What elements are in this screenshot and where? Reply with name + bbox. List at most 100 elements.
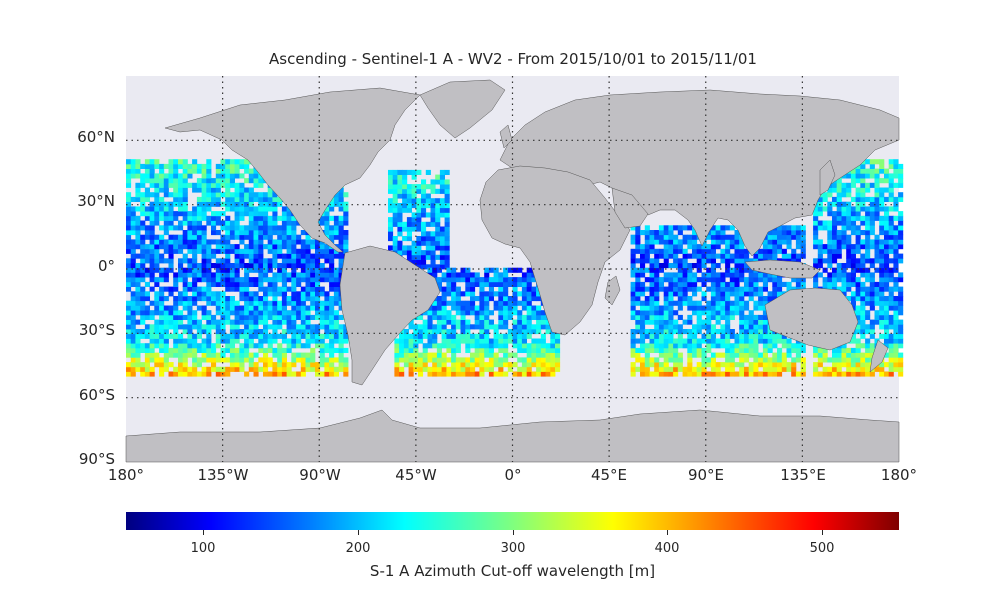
- data-cell: [163, 324, 169, 330]
- data-cell: [130, 272, 136, 278]
- data-cell: [173, 163, 179, 169]
- data-cell: [196, 163, 202, 169]
- data-cell: [869, 300, 875, 306]
- data-cell: [536, 362, 542, 368]
- data-cell: [163, 296, 169, 302]
- data-cell: [277, 248, 283, 254]
- data-cell: [832, 244, 838, 250]
- data-cell: [860, 168, 866, 174]
- data-cell: [865, 225, 871, 231]
- data-cell: [658, 347, 664, 353]
- data-cell: [258, 329, 264, 335]
- data-cell: [333, 277, 339, 283]
- data-cell: [874, 178, 880, 184]
- data-cell: [898, 324, 904, 330]
- data-cell: [173, 286, 179, 292]
- data-cell: [149, 225, 155, 231]
- data-cell: [696, 305, 702, 311]
- data-cell: [329, 225, 335, 231]
- data-cell: [135, 215, 141, 221]
- data-cell: [725, 357, 731, 363]
- data-cell: [201, 329, 207, 335]
- data-cell: [630, 333, 636, 339]
- data-cell: [555, 352, 561, 358]
- data-cell: [493, 333, 499, 339]
- data-cell: [319, 277, 325, 283]
- data-cell: [215, 272, 221, 278]
- data-cell: [822, 192, 828, 198]
- data-cell: [182, 300, 188, 306]
- data-cell: [791, 362, 797, 368]
- data-cell: [154, 324, 160, 330]
- data-cell: [338, 258, 344, 264]
- data-cell: [439, 264, 445, 270]
- data-cell: [206, 178, 212, 184]
- data-cell: [677, 272, 683, 278]
- data-cell: [898, 230, 904, 236]
- data-cell: [869, 371, 875, 377]
- data-cell: [140, 333, 146, 339]
- data-cell: [635, 272, 641, 278]
- data-cell: [668, 281, 674, 287]
- data-cell: [888, 371, 894, 377]
- data-cell: [263, 230, 269, 236]
- data-cell: [827, 277, 833, 283]
- data-cell: [498, 343, 504, 349]
- data-cell: [149, 333, 155, 339]
- data-cell: [888, 163, 894, 169]
- data-cell: [225, 347, 231, 353]
- data-cell: [305, 248, 311, 254]
- data-cell: [860, 178, 866, 184]
- data-cell: [315, 248, 321, 254]
- data-cell: [701, 296, 707, 302]
- data-cell: [441, 277, 447, 283]
- data-cell: [658, 253, 664, 259]
- data-cell: [239, 211, 245, 217]
- data-cell: [898, 220, 904, 226]
- data-cell: [888, 324, 894, 330]
- data-cell: [860, 244, 866, 250]
- data-cell: [536, 371, 542, 377]
- data-cell: [493, 352, 499, 358]
- data-cell: [555, 338, 561, 344]
- data-cell: [248, 192, 254, 198]
- data-cell: [465, 272, 471, 278]
- data-cell: [215, 239, 221, 245]
- data-cell: [498, 272, 504, 278]
- data-cell: [248, 173, 254, 179]
- data-cell: [215, 163, 221, 169]
- data-cell: [498, 286, 504, 292]
- data-cell: [140, 347, 146, 353]
- data-cell: [178, 263, 184, 269]
- data-cell: [140, 220, 146, 226]
- data-cell: [503, 267, 509, 273]
- data-cell: [451, 319, 457, 325]
- data-cell: [187, 263, 193, 269]
- data-cell: [465, 300, 471, 306]
- data-cell: [149, 248, 155, 254]
- data-cell: [234, 333, 240, 339]
- data-cell: [725, 291, 731, 297]
- data-cell: [898, 225, 904, 231]
- data-cell: [168, 267, 174, 273]
- data-cell: [215, 300, 221, 306]
- data-cell: [869, 352, 875, 358]
- data-cell: [444, 184, 450, 190]
- data-cell: [753, 305, 759, 311]
- data-cell: [479, 277, 485, 283]
- data-cell: [663, 371, 669, 377]
- data-cell: [786, 253, 792, 259]
- data-cell: [397, 221, 403, 227]
- data-cell: [729, 305, 735, 311]
- data-cell: [333, 225, 339, 231]
- data-cell: [884, 267, 890, 273]
- data-cell: [879, 192, 885, 198]
- data-cell: [874, 267, 880, 273]
- data-cell: [435, 245, 441, 251]
- data-cell: [710, 357, 716, 363]
- data-cell: [545, 362, 551, 368]
- data-cell: [324, 215, 330, 221]
- data-cell: [333, 333, 339, 339]
- data-cell: [488, 366, 494, 372]
- data-cell: [630, 338, 636, 344]
